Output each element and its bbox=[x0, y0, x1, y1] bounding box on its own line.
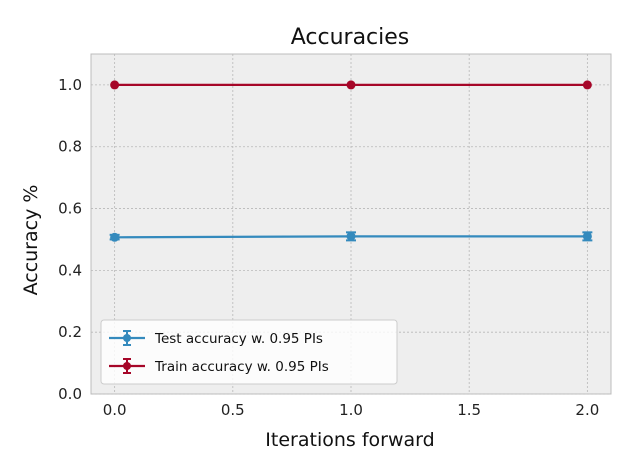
x-tick-label: 0.5 bbox=[221, 401, 245, 419]
series-layer bbox=[109, 80, 593, 242]
y-tick-label: 0.2 bbox=[58, 323, 82, 341]
data-point bbox=[110, 232, 120, 242]
y-tick-label: 0.6 bbox=[58, 200, 82, 218]
y-axis-label: Accuracy % bbox=[20, 185, 42, 296]
data-point bbox=[346, 80, 356, 90]
legend-box bbox=[100, 319, 398, 385]
legend-entry: Train accuracy w. 0.95 PIs bbox=[109, 358, 329, 375]
y-tick-label: 0.0 bbox=[58, 385, 82, 403]
legend: Test accuracy w. 0.95 PIs Train accuracy … bbox=[100, 319, 398, 385]
x-tick-label: 2.0 bbox=[575, 401, 599, 419]
x-axis-label: Iterations forward bbox=[265, 429, 434, 451]
data-point bbox=[346, 231, 356, 241]
y-tick-label: 0.4 bbox=[58, 261, 82, 279]
legend-label: Test accuracy w. 0.95 PIs bbox=[154, 331, 323, 347]
series-1 bbox=[109, 231, 593, 242]
tick-labels: 0.0 0.5 1.0 1.5 2.0 0.0 0.2 0.4 0.6 0.8 1.0 bbox=[58, 76, 599, 419]
data-point bbox=[582, 80, 592, 90]
x-tick-label: 1.0 bbox=[339, 401, 363, 419]
y-tick-label: 1.0 bbox=[58, 76, 82, 94]
legend-marker bbox=[123, 362, 131, 370]
data-point bbox=[110, 80, 120, 90]
y-tick-label: 0.8 bbox=[58, 138, 82, 156]
x-tick-label: 0.0 bbox=[103, 401, 127, 419]
legend-label: Train accuracy w. 0.95 PIs bbox=[154, 359, 329, 375]
data-point bbox=[582, 231, 592, 241]
x-tick-label: 1.5 bbox=[457, 401, 481, 419]
series-2 bbox=[110, 80, 592, 90]
chart-title: Accuracies bbox=[291, 25, 410, 50]
legend-marker bbox=[123, 334, 131, 342]
legend-entry: Test accuracy w. 0.95 PIs bbox=[109, 330, 323, 347]
